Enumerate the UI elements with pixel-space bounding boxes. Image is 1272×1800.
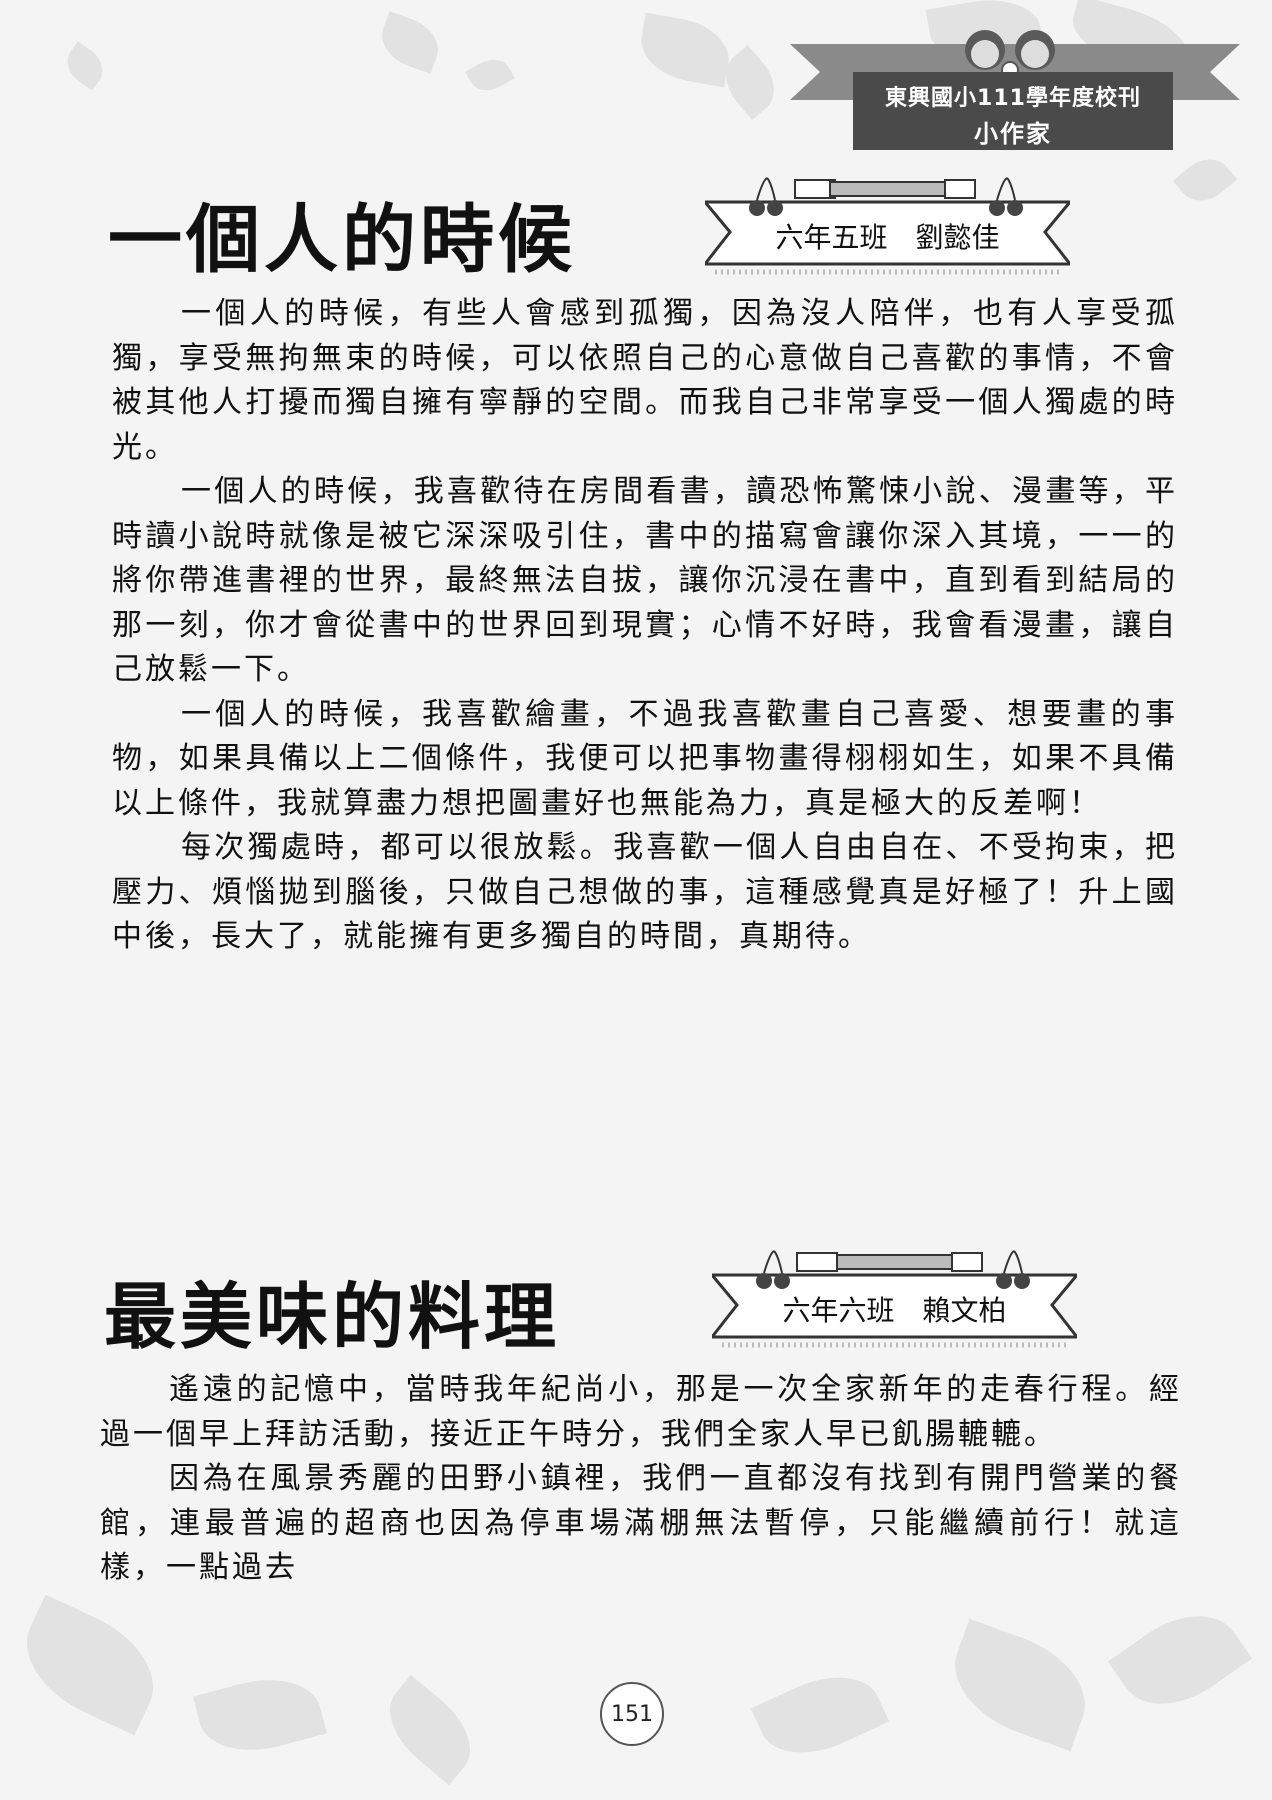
header-box: 東興國小111學年度校刊 小作家: [853, 72, 1173, 150]
paragraph: 一個人的時候，有些人會感到孤獨，因為沒人陪伴，也有人享受孤獨，享受無拘無束的時候…: [112, 296, 1178, 465]
article-title: 最美味的料理: [104, 1275, 561, 1359]
paragraph: 遙遠的記憶中，當時我年紀尚小，那是一次全家新年的走春行程。經過一個早上拜訪活動，…: [100, 1372, 1182, 1452]
author-name: 六年五班 劉懿佳: [775, 221, 1000, 254]
paragraph: 一個人的時候，我喜歡待在房間看書，讀恐怖驚悚小說、漫畫等，平時讀小說時就像是被它…: [112, 474, 1178, 687]
page-number-badge: 151: [600, 1682, 664, 1746]
decorative-leaf: [635, 12, 735, 88]
banner-ornament-icon: [712, 1250, 1077, 1348]
paragraph: 每次獨處時，都可以很放鬆。我喜歡一個人自由自在、不受拘束，把壓力、煩惱拋到腦後，…: [112, 830, 1178, 954]
author-name: 六年六班 賴文柏: [782, 1294, 1007, 1327]
article-title: 一個人的時候: [108, 197, 576, 283]
article-body: 一個人的時候，有些人會感到孤獨，因為沒人陪伴，也有人享受孤獨，享受無拘無束的時候…: [112, 292, 1178, 960]
paragraph: 因為在風景秀麗的田野小鎮裡，我們一直都沒有找到有開門營業的餐館，連最普遍的超商也…: [100, 1461, 1182, 1585]
decorative-leaf: [465, 52, 515, 98]
decorative-leaf: [7, 1594, 173, 1736]
article-body: 遙遠的記憶中，當時我年紀尚小，那是一次全家新年的走春行程。經過一個早上拜訪活動，…: [100, 1368, 1182, 1591]
decorative-leaf: [372, 1674, 488, 1786]
page-number: 151: [600, 1682, 664, 1746]
banner-ornament-icon: [705, 177, 1070, 275]
decorative-leaf: [1172, 148, 1238, 212]
column-name: 小作家: [974, 120, 1052, 148]
author-banner: 六年六班 賴文柏: [712, 1245, 1077, 1353]
decorative-leaf: [1107, 1592, 1253, 1728]
paragraph: 一個人的時候，我喜歡繪畫，不過我喜歡畫自己喜愛、想要畫的事物，如果具備以上二個條…: [112, 696, 1178, 821]
decorative-leaf: [938, 1618, 1102, 1752]
author-banner: 六年五班 劉懿佳: [705, 172, 1070, 280]
school-name: 東興國小111學年度校刊: [885, 86, 1141, 111]
decorative-leaf: [59, 41, 111, 91]
decorative-leaf: [374, 11, 446, 74]
decorative-leaf: [192, 1665, 328, 1765]
decorative-leaf: [750, 1657, 890, 1773]
